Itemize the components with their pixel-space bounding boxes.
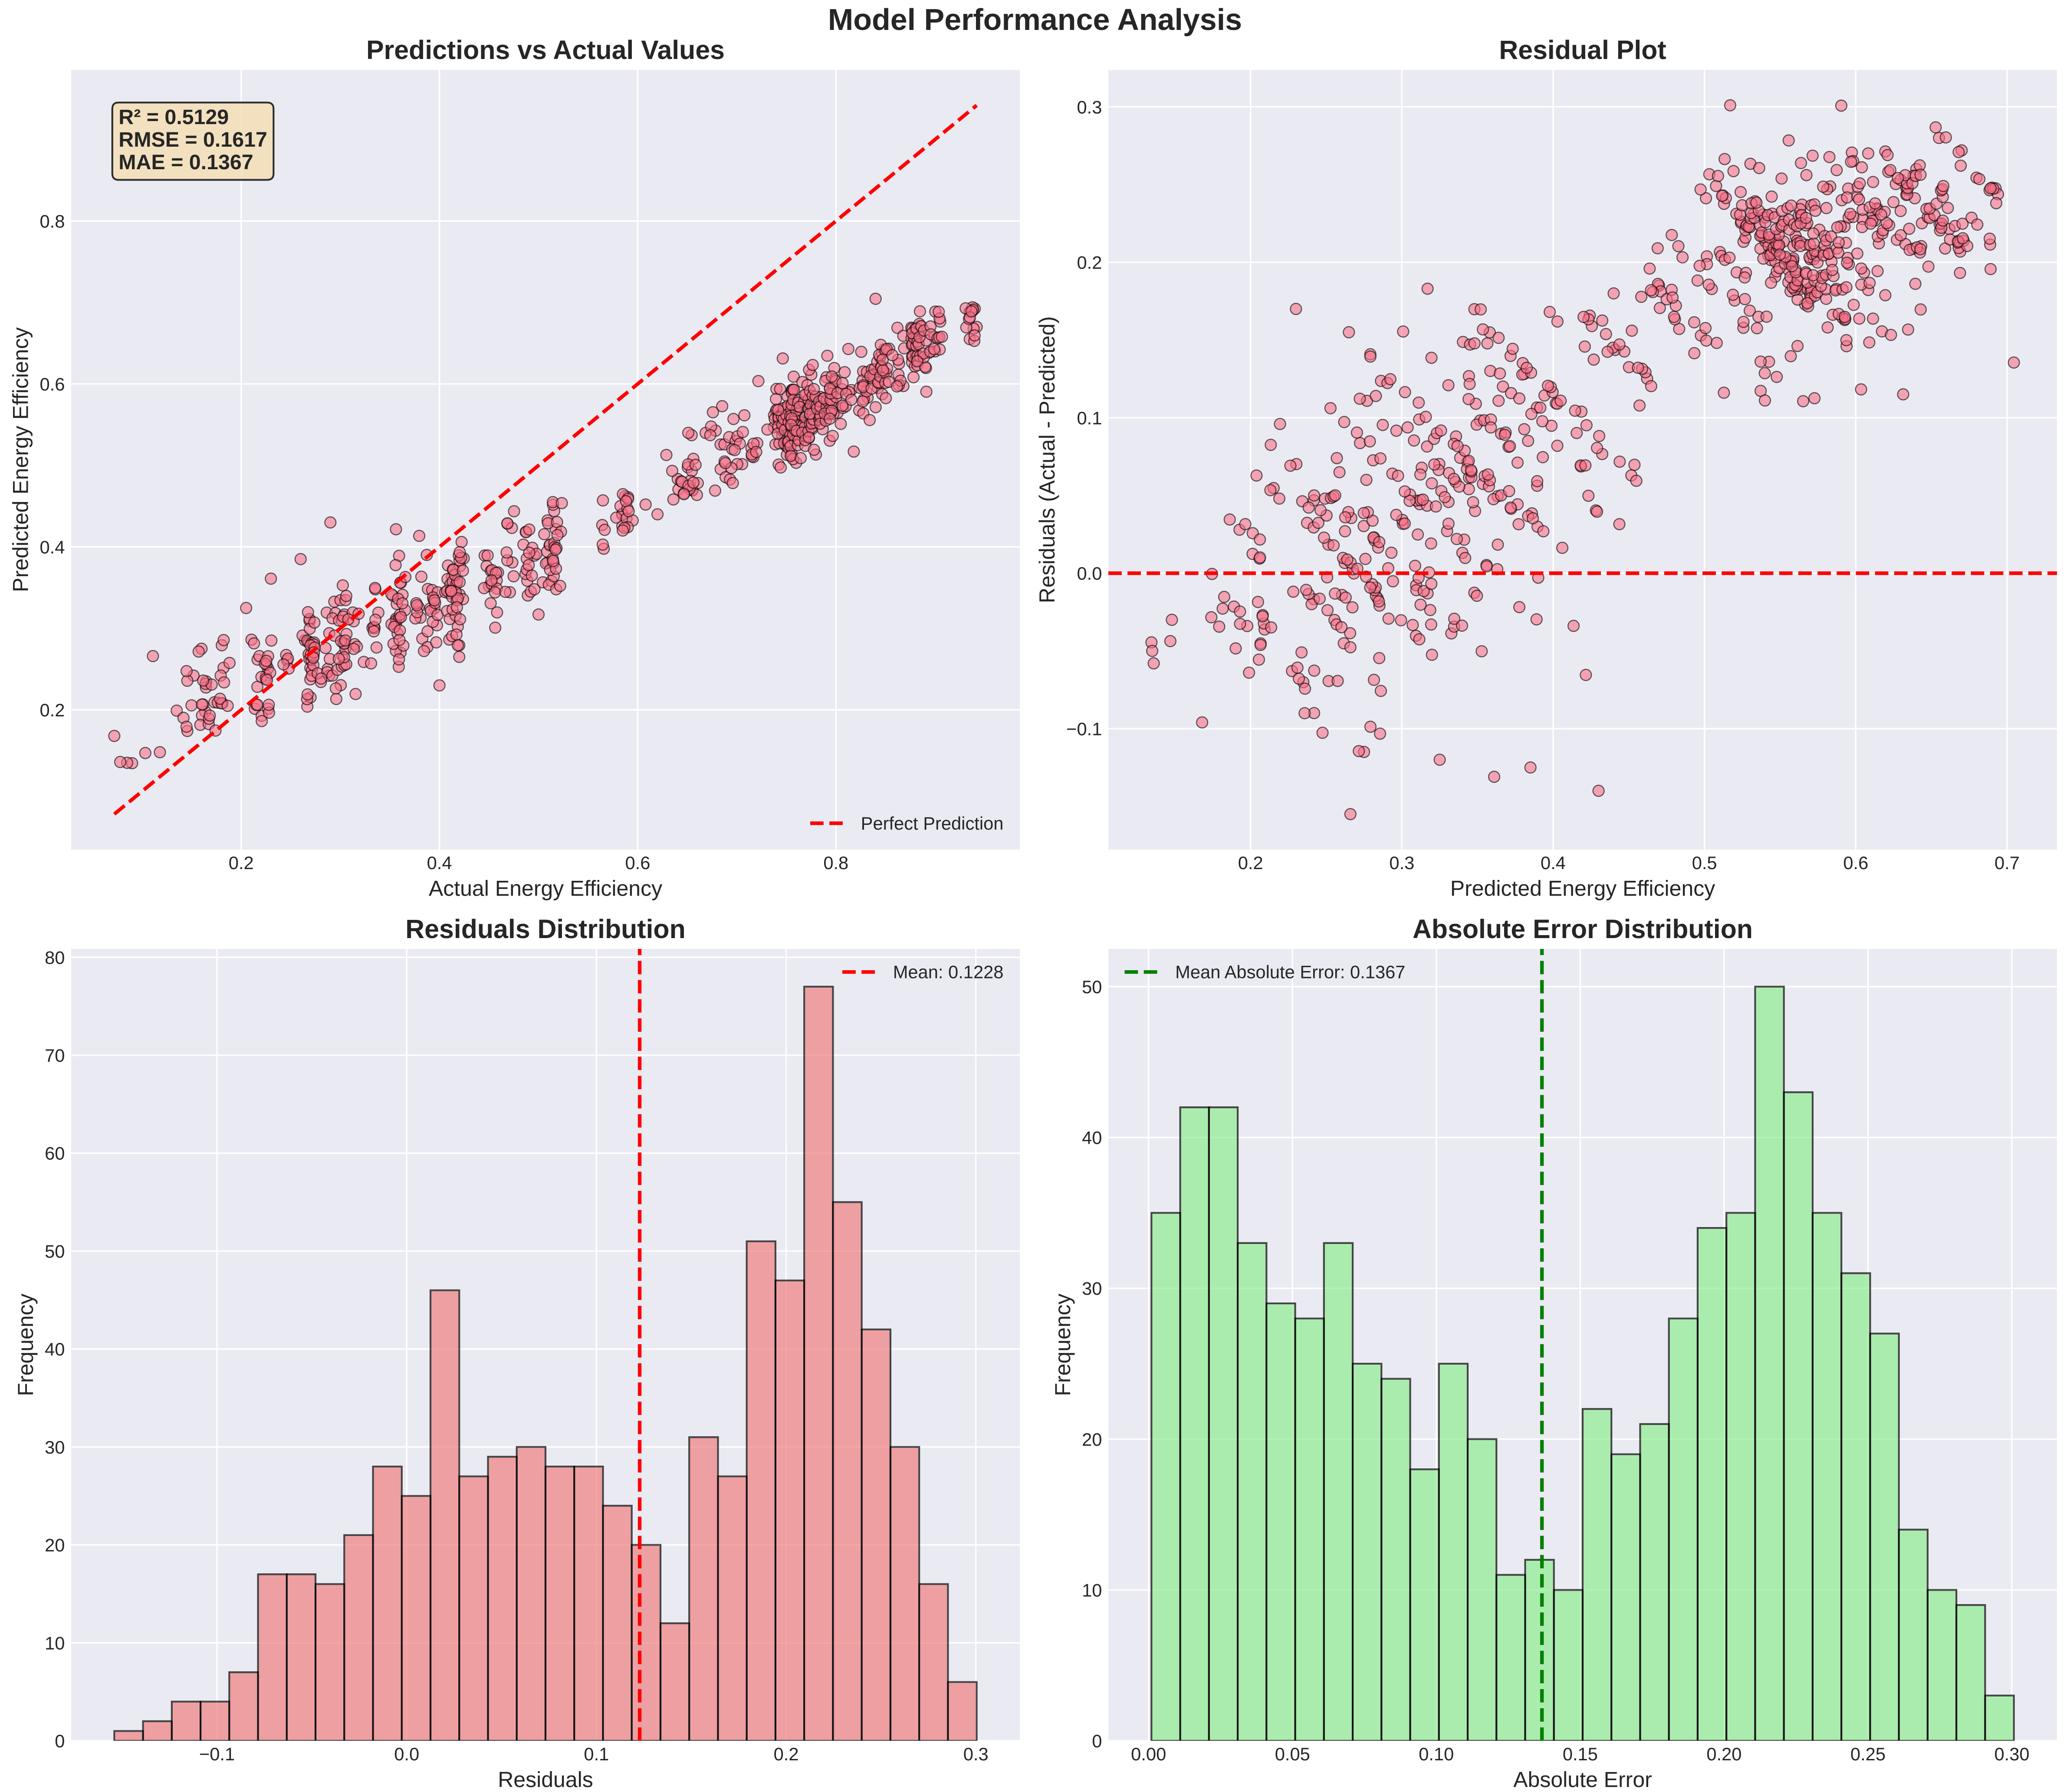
svg-text:Frequency: Frequency — [1051, 1293, 1075, 1396]
svg-text:Actual Energy Efficiency: Actual Energy Efficiency — [429, 876, 662, 900]
svg-text:0.10: 0.10 — [1419, 1744, 1454, 1764]
svg-text:80: 80 — [45, 947, 65, 968]
svg-text:0.0: 0.0 — [394, 1744, 419, 1764]
svg-text:0.1: 0.1 — [1077, 408, 1102, 428]
svg-text:0.5: 0.5 — [1692, 853, 1717, 873]
svg-text:Residuals Distribution: Residuals Distribution — [405, 914, 686, 944]
svg-text:0.00: 0.00 — [1131, 1744, 1166, 1764]
svg-text:0.2: 0.2 — [774, 1744, 799, 1764]
svg-text:0: 0 — [55, 1731, 65, 1751]
svg-text:0.30: 0.30 — [1994, 1744, 2029, 1764]
svg-text:0: 0 — [1092, 1731, 1102, 1751]
svg-text:0.7: 0.7 — [1994, 853, 2020, 873]
svg-text:40: 40 — [45, 1339, 65, 1359]
svg-text:0.4: 0.4 — [427, 853, 452, 873]
svg-text:70: 70 — [45, 1045, 65, 1066]
svg-text:0.2: 0.2 — [39, 700, 65, 720]
svg-text:0.2: 0.2 — [229, 853, 254, 873]
svg-text:Mean: 0.1228: Mean: 0.1228 — [893, 962, 1004, 982]
svg-text:R² = 0.5129: R² = 0.5129 — [118, 105, 229, 129]
svg-text:0.3: 0.3 — [1077, 97, 1102, 117]
svg-text:50: 50 — [1082, 977, 1102, 997]
svg-text:0.8: 0.8 — [39, 211, 65, 231]
svg-text:0.20: 0.20 — [1706, 1744, 1741, 1764]
svg-text:0.3: 0.3 — [963, 1744, 989, 1764]
svg-text:0.25: 0.25 — [1850, 1744, 1886, 1764]
svg-text:0.6: 0.6 — [39, 374, 65, 394]
svg-text:Absolute Error: Absolute Error — [1513, 1767, 1652, 1792]
svg-text:Perfect Prediction: Perfect Prediction — [861, 813, 1004, 834]
svg-text:40: 40 — [1082, 1128, 1102, 1148]
svg-text:Predicted Energy Efficiency: Predicted Energy Efficiency — [1450, 876, 1715, 900]
svg-text:0.6: 0.6 — [1843, 853, 1868, 873]
svg-text:0.3: 0.3 — [1389, 853, 1414, 873]
svg-text:0.15: 0.15 — [1563, 1744, 1598, 1764]
svg-text:0.0: 0.0 — [1077, 563, 1102, 584]
svg-text:0.4: 0.4 — [39, 537, 65, 558]
svg-text:Frequency: Frequency — [13, 1293, 38, 1396]
svg-text:50: 50 — [45, 1241, 65, 1261]
svg-text:30: 30 — [1082, 1278, 1102, 1299]
svg-text:0.1: 0.1 — [584, 1744, 609, 1764]
svg-text:0.6: 0.6 — [625, 853, 650, 873]
svg-text:Predictions vs Actual Values: Predictions vs Actual Values — [366, 35, 725, 65]
svg-text:−0.1: −0.1 — [199, 1744, 235, 1764]
svg-text:Residuals (Actual - Predicted): Residuals (Actual - Predicted) — [1035, 316, 1059, 603]
svg-text:Absolute Error Distribution: Absolute Error Distribution — [1413, 914, 1753, 944]
svg-text:RMSE = 0.1617: RMSE = 0.1617 — [118, 128, 267, 151]
svg-text:0.2: 0.2 — [1077, 253, 1102, 273]
svg-text:10: 10 — [45, 1633, 65, 1653]
svg-text:0.2: 0.2 — [1238, 853, 1263, 873]
svg-text:0.05: 0.05 — [1275, 1744, 1310, 1764]
svg-text:30: 30 — [45, 1437, 65, 1457]
svg-text:Mean Absolute Error: 0.1367: Mean Absolute Error: 0.1367 — [1175, 962, 1405, 982]
svg-text:MAE = 0.1367: MAE = 0.1367 — [118, 151, 253, 174]
svg-text:0.8: 0.8 — [823, 853, 848, 873]
svg-text:60: 60 — [45, 1143, 65, 1164]
svg-text:0.4: 0.4 — [1541, 853, 1566, 873]
svg-text:Residuals: Residuals — [498, 1767, 593, 1792]
svg-text:Model Performance Analysis: Model Performance Analysis — [828, 3, 1242, 36]
svg-text:20: 20 — [1082, 1429, 1102, 1450]
svg-text:10: 10 — [1082, 1580, 1102, 1600]
svg-text:20: 20 — [45, 1535, 65, 1556]
svg-text:Predicted Energy Efficiency: Predicted Energy Efficiency — [8, 327, 33, 592]
svg-text:−0.1: −0.1 — [1066, 719, 1102, 739]
svg-text:Residual Plot: Residual Plot — [1499, 35, 1666, 65]
